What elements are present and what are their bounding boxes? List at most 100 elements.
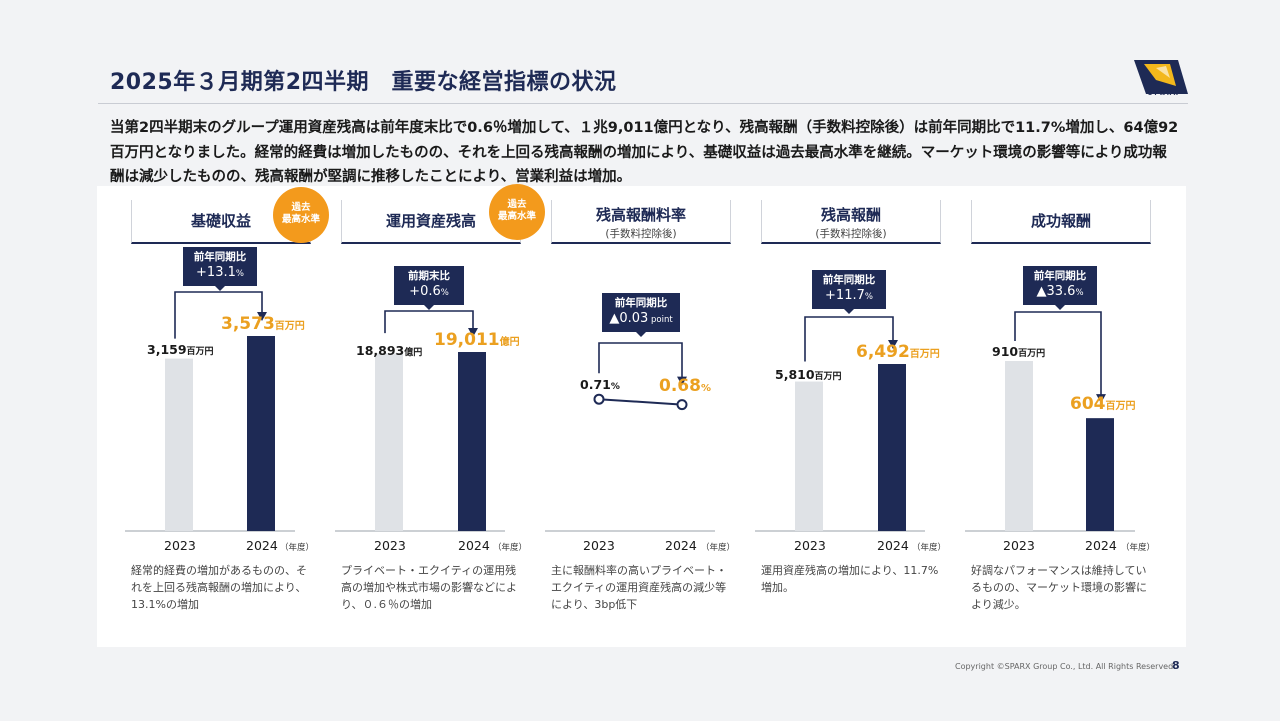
kpi-title: 運用資産残高 [385, 212, 476, 230]
change-bracket [598, 342, 683, 379]
callout-unit: % [235, 269, 244, 279]
callout-value: +11.7 [825, 288, 865, 303]
callout-value: ▲0.03 [609, 311, 649, 326]
series-line [598, 398, 683, 406]
bar-chart [965, 311, 1135, 532]
kpi-subtitle: (手数料控除後) [605, 228, 677, 240]
year-label-2023: 2023 [583, 538, 615, 553]
bar-chart [335, 310, 505, 532]
change-bracket [384, 310, 474, 334]
kpi-title: 成功報酬 [1030, 212, 1091, 230]
kpi-note: プライベート・エクイティの運用残高の増加や株式市場の影響などにより、０.６％の増… [341, 564, 517, 611]
callout-label: 前期末比 [408, 270, 450, 282]
bracket-arrow [468, 328, 478, 337]
fiscal-year-unit: （年度） [1121, 543, 1156, 553]
record-high-badge: 過去 最高水準 [489, 184, 545, 240]
callout-label: 前年同期比 [1033, 270, 1087, 282]
fiscal-year-unit: （年度） [701, 543, 736, 553]
callout-unit: point [648, 315, 673, 325]
bar-2024 [1086, 418, 1114, 531]
record-high-badge: 過去 最高水準 [273, 187, 329, 243]
bar-2024 [247, 336, 275, 531]
line-chart [545, 342, 715, 532]
kpi-aum: 運用資産残高 過去 最高水準 前期末比 +0.6% 18,893億円 19,01… [307, 184, 545, 647]
intro-paragraph: 当第2四半期末のグループ運用資産残高は前年度末比で0.6％増加して、１兆9,01… [110, 120, 1179, 185]
year-label-2023: 2023 [374, 538, 406, 553]
point-2023 [593, 393, 605, 405]
value-2024: 3,573百万円 [221, 314, 305, 334]
change-bracket [1014, 311, 1102, 397]
callout-label: 前年同期比 [193, 251, 247, 263]
callout-value: +0.6 [409, 284, 441, 299]
kpi-basic-profit: 基礎収益 過去 最高水準 前年同期比 +13.1% 3,159百万円 3,573… [97, 186, 329, 647]
value-2024: 604百万円 [1070, 394, 1136, 414]
value-2023: 0.71% [580, 377, 620, 392]
change-callout: 前年同期比 +13.1% [183, 247, 257, 291]
title-divider [98, 103, 1188, 104]
kpi-panel: 基礎収益 過去 最高水準 前年同期比 +13.1% 3,159百万円 3,573… [97, 184, 1186, 647]
callout-unit: % [864, 292, 873, 302]
bar-chart [755, 316, 925, 532]
bracket-arrow [677, 376, 687, 386]
change-callout: 前年同期比 ▲33.6% [1023, 266, 1097, 310]
callout-label: 前年同期比 [822, 274, 876, 286]
bracket-arrow [257, 312, 267, 321]
sparx-logo-icon [1134, 60, 1188, 94]
change-bracket [174, 291, 263, 339]
kpi-title: 基礎収益 [190, 212, 251, 230]
change-callout: 前年同期比 +11.7% [812, 270, 886, 314]
year-label-2024: 2024 [458, 538, 490, 553]
year-label-2024: 2024 [1085, 538, 1117, 553]
value-2023: 910百万円 [992, 344, 1046, 359]
kpi-fee-rate: 残高報酬料率 (手数料控除後) 前年同期比 ▲0.03 point 0.71% … [517, 186, 735, 647]
bracket-arrow [1096, 394, 1106, 404]
page-title: 2025年３月期第2四半期 重要な経営指標の状況 [110, 70, 617, 95]
callout-label: 前年同期比 [614, 297, 668, 309]
value-2024: 0.68% [659, 376, 711, 396]
page-number: 8 [1172, 659, 1180, 672]
callout-unit: % [1075, 288, 1084, 298]
kpi-note: 経常的経費の増加があるものの、それを上回る残高報酬の増加により、13.1%の増加 [131, 564, 307, 611]
kpi-performance-fee: 成功報酬 前年同期比 ▲33.6% 910百万円 604百万円 2023 202… [937, 186, 1155, 647]
value-2023: 3,159百万円 [147, 342, 214, 357]
kpi-note: 主に報酬料率の高いプライベート・エクイティの運用資産残高の減少等により、3bp低… [551, 564, 727, 611]
kpi-note: 好調なパフォーマンスは維持しているものの、マーケット環境の影響により減少。 [971, 564, 1147, 611]
value-2024: 6,492百万円 [856, 342, 940, 362]
kpi-header: 残高報酬 (手数料控除後) [761, 200, 941, 244]
year-label-2023: 2023 [794, 538, 826, 553]
kpi-title: 残高報酬 [820, 206, 881, 224]
copyright: Copyright ©SPARX Group Co., Ltd. All Rig… [955, 662, 1176, 671]
kpi-title: 残高報酬料率 [595, 206, 686, 224]
bar-2023 [795, 381, 823, 531]
bar-chart [125, 291, 295, 532]
change-callout: 前期末比 +0.6% [394, 266, 464, 310]
value-2023: 18,893億円 [356, 343, 423, 358]
callout-value: +13.1 [196, 265, 236, 280]
fiscal-year-unit: （年度） [912, 543, 947, 553]
kpi-header: 残高報酬料率 (手数料控除後) [551, 200, 731, 244]
change-bracket [804, 316, 894, 362]
bar-2024 [458, 352, 486, 531]
callout-unit: % [440, 288, 449, 298]
year-label-2024: 2024 [246, 538, 278, 553]
logo-text: SPARX [1148, 90, 1181, 97]
kpi-header: 成功報酬 [971, 200, 1151, 244]
fiscal-year-unit: （年度） [280, 543, 315, 553]
year-label-2023: 2023 [1003, 538, 1035, 553]
callout-value: ▲33.6 [1036, 284, 1076, 299]
bar-2023 [165, 358, 193, 531]
year-label-2024: 2024 [665, 538, 697, 553]
change-callout: 前年同期比 ▲0.03 point [602, 293, 680, 337]
bracket-arrow [888, 340, 898, 349]
kpi-management-fee: 残高報酬 (手数料控除後) 前年同期比 +11.7% 5,810百万円 6,49… [727, 186, 946, 647]
fiscal-year-unit: （年度） [493, 543, 528, 553]
kpi-note: 運用資産残高の増加により、11.7%増加。 [761, 564, 939, 594]
bar-2023 [375, 353, 403, 531]
bar-2023 [1005, 361, 1033, 531]
point-2024 [676, 399, 688, 411]
value-2024: 19,011億円 [434, 330, 520, 350]
kpi-subtitle: (手数料控除後) [815, 228, 887, 240]
bar-2024 [878, 364, 906, 531]
year-label-2024: 2024 [877, 538, 909, 553]
value-2023: 5,810百万円 [775, 367, 842, 382]
